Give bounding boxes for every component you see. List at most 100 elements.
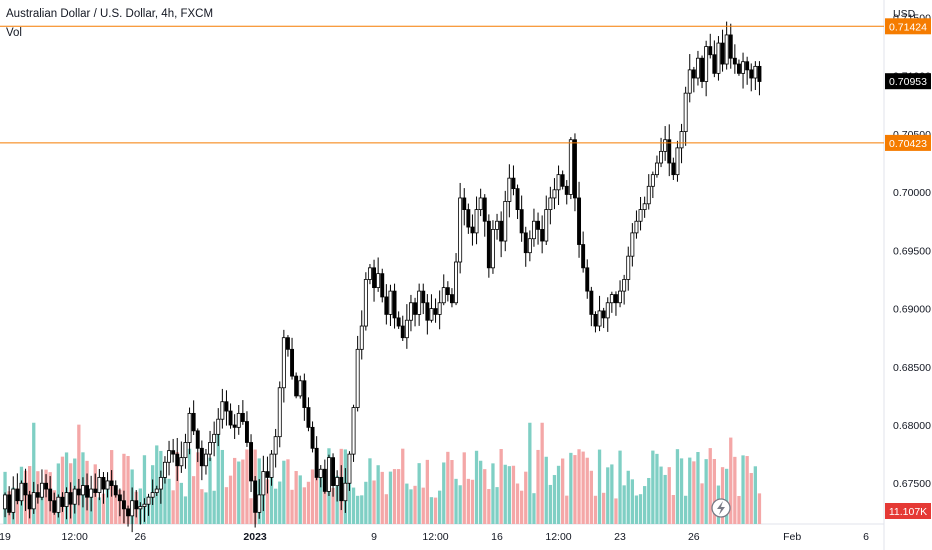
time-axis[interactable]: 19 12:00 26 2023 9 12:00 16 12:00 23 26 Feb 6 — [0, 531, 869, 543]
candle-up — [474, 196, 479, 245]
candle-down — [68, 482, 73, 519]
volume-bar — [187, 448, 192, 524]
candle-up — [659, 137, 664, 168]
volume-bar — [495, 487, 499, 524]
candle-body — [577, 197, 582, 245]
volume-bar — [474, 450, 479, 524]
candle-down — [396, 311, 401, 329]
candle-down — [572, 133, 577, 212]
candle-body — [531, 220, 536, 240]
volume-bar — [602, 492, 606, 524]
candle-body — [39, 482, 44, 498]
candle-body — [351, 407, 356, 455]
volume-bar — [454, 478, 458, 524]
currency-label: USD — [893, 8, 916, 20]
candle-body — [638, 209, 643, 222]
candle-body — [626, 255, 631, 280]
candle-body — [294, 375, 299, 397]
volume-bar — [15, 488, 19, 524]
volume-bar — [643, 486, 647, 524]
candle-body — [540, 228, 545, 242]
volume-bar — [511, 465, 516, 524]
volume-bar — [712, 458, 716, 524]
candle-up — [367, 264, 372, 285]
candle-body — [466, 209, 471, 228]
x-tick-label: 16 — [491, 531, 503, 543]
candle-up — [363, 272, 368, 331]
candle-body — [474, 209, 479, 234]
volume-bar — [565, 495, 569, 524]
x-tick-label: 26 — [134, 531, 146, 543]
horizontal-line-price-label: 0.70423 — [885, 134, 931, 151]
volume-bar — [741, 455, 745, 524]
candle-body — [167, 450, 172, 463]
candle-down — [101, 472, 106, 504]
last-price-label: 0.70953 — [885, 73, 931, 90]
candle-body — [736, 63, 741, 74]
volume-bar — [610, 464, 614, 524]
volume-bar — [515, 483, 520, 524]
candle-down — [175, 437, 180, 482]
volume-bar — [433, 497, 438, 524]
candle-body — [749, 69, 754, 79]
volume-bar — [401, 448, 405, 524]
candle-up — [216, 408, 221, 447]
y-tick-label: 0.68500 — [893, 362, 931, 374]
candle-body — [117, 494, 122, 502]
candle-body — [372, 267, 377, 289]
candle-up — [544, 195, 549, 245]
volume-bar — [438, 490, 442, 524]
candle-up — [11, 476, 16, 520]
volume-bar — [499, 449, 503, 524]
candle-up — [298, 375, 303, 399]
volume-bar — [302, 487, 306, 524]
volume-bar — [167, 478, 171, 524]
volume-bar — [675, 449, 680, 524]
candle-body — [695, 57, 700, 79]
candle-body — [216, 418, 221, 435]
volume-bar — [392, 469, 397, 524]
candle-body — [757, 65, 762, 82]
volume-bar — [114, 485, 118, 524]
y-tick-label: 0.69000 — [893, 304, 931, 316]
candle-body — [650, 174, 655, 187]
candle-body — [454, 261, 459, 304]
x-tick-label: 2023 — [243, 531, 267, 543]
volume-bar — [589, 470, 593, 524]
candle-up — [150, 479, 155, 506]
volume-bar — [696, 452, 700, 524]
candle-up — [220, 388, 225, 429]
candle-down — [560, 170, 565, 190]
candle-body — [408, 302, 413, 321]
candle-body — [322, 468, 327, 492]
volume-bar — [310, 469, 315, 524]
candle-body — [712, 54, 717, 74]
candle-down — [691, 66, 696, 93]
candle-down — [306, 397, 311, 432]
replay-lightning-icon[interactable] — [711, 498, 731, 518]
volume-bar — [56, 463, 60, 524]
candles — [3, 21, 762, 533]
volume-bar — [175, 452, 179, 524]
candle-down — [290, 337, 295, 380]
volume-bar — [278, 481, 282, 524]
candle-body — [11, 488, 16, 513]
volume-bar — [241, 459, 245, 524]
horizontal-lines[interactable] — [0, 25, 884, 144]
volume-bar — [122, 453, 126, 524]
svg-text:11.107K: 11.107K — [889, 506, 927, 518]
candle-body — [150, 492, 155, 498]
candle-body — [240, 412, 245, 422]
y-tick-label: 0.69500 — [893, 245, 931, 257]
candle-down — [671, 157, 676, 181]
candle-body — [732, 57, 737, 65]
candle-body — [277, 387, 282, 438]
candle-up — [388, 284, 393, 326]
candle-up — [359, 310, 364, 360]
candle-up — [39, 469, 44, 501]
volume-bar — [684, 495, 688, 524]
candle-up — [478, 188, 483, 217]
candle-body — [429, 308, 434, 321]
